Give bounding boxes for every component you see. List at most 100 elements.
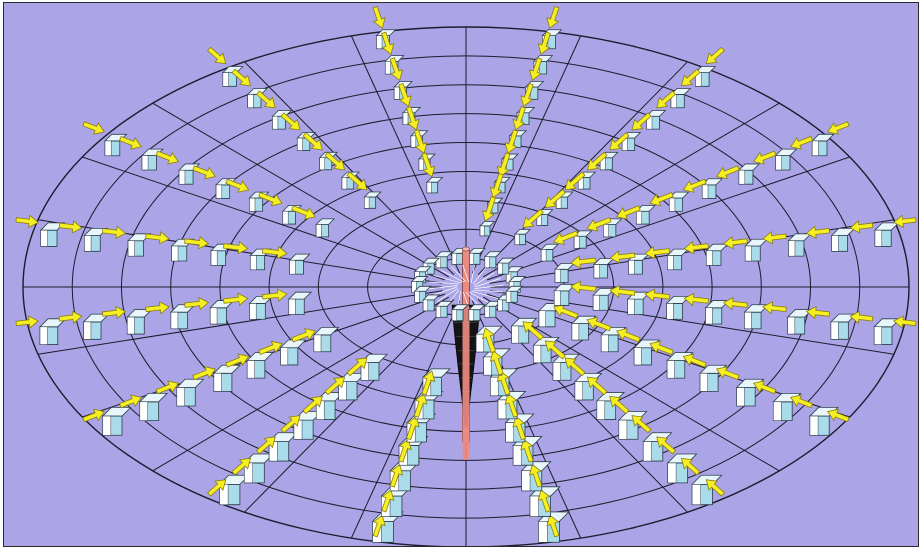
cube-light-face	[414, 291, 420, 303]
arrow-shape	[616, 205, 641, 220]
cube-light-face	[250, 255, 257, 271]
cube-top-face	[127, 233, 152, 242]
flow-arrow	[683, 240, 709, 255]
flow-arrow	[752, 380, 777, 395]
arrow-shape	[58, 220, 83, 234]
cube-light-face	[538, 521, 548, 543]
arrow-shape	[644, 288, 671, 302]
cube-light-face	[215, 184, 223, 199]
axis-cap	[462, 246, 470, 252]
particle-cube	[635, 205, 656, 225]
arrow-shape	[722, 235, 748, 250]
arrow-shape	[586, 151, 608, 171]
arrow-shape	[346, 357, 368, 377]
flow-arrow	[256, 90, 276, 109]
cube-top-face	[360, 353, 389, 363]
flow-arrow	[544, 189, 566, 209]
arrow-shape	[649, 191, 674, 207]
cube-top-face	[363, 191, 382, 198]
particle-cube	[701, 178, 723, 199]
cube-top-face	[279, 339, 307, 349]
cube-light-face	[702, 184, 709, 199]
cube-top-face	[694, 66, 717, 74]
arrow-shape	[790, 394, 814, 409]
arrow-shape	[258, 191, 283, 207]
flow-arrow	[118, 135, 142, 150]
arrow-shape	[225, 353, 250, 368]
arrow-shape	[207, 479, 227, 497]
cube-light-face	[830, 321, 839, 340]
grid-spoke	[244, 61, 455, 275]
arrow-shape	[528, 463, 543, 488]
arrow-shape	[752, 150, 777, 165]
flow-arrow	[15, 315, 39, 329]
flow-arrow	[649, 340, 674, 356]
particle-cube	[246, 352, 274, 379]
flow-arrow	[722, 235, 748, 250]
flow-arrow	[225, 353, 250, 368]
hub-swirl-line	[470, 265, 475, 283]
flow-arrow	[192, 366, 217, 381]
flow-arrow	[155, 150, 180, 165]
particle-cube	[170, 238, 195, 262]
cube-light-face	[435, 306, 442, 318]
flow-arrow	[207, 479, 227, 497]
arrow-shape	[705, 479, 725, 497]
cube-light-face	[289, 260, 296, 275]
flow-arrow	[656, 436, 676, 455]
arrow-shape	[223, 240, 249, 255]
cube-light-face	[410, 135, 417, 148]
cube-light-face	[497, 299, 503, 312]
particle-cube	[83, 227, 109, 252]
vortex-flow-diagram	[4, 3, 918, 546]
flow-arrow	[302, 395, 323, 415]
arrow-shape	[231, 457, 252, 476]
arrow-shape	[346, 171, 368, 191]
particle-cube	[830, 227, 856, 252]
particle-cube	[735, 378, 765, 407]
flow-arrow	[616, 328, 641, 343]
arrow-shape	[520, 82, 534, 108]
flow-arrow	[546, 5, 560, 29]
particle-cube	[246, 88, 268, 109]
arrow-shape	[586, 376, 608, 396]
flow-arrow	[705, 46, 725, 65]
arrow-shape	[827, 121, 850, 135]
particle-cube	[645, 110, 667, 130]
arrow-shape	[544, 340, 566, 360]
flow-arrow	[715, 366, 740, 381]
particle-cube	[212, 364, 241, 392]
arrow-shape	[762, 301, 787, 315]
arrow-shape	[145, 231, 170, 245]
cube-light-face	[773, 401, 782, 421]
cube-light-face	[736, 387, 745, 407]
cube-light-face	[745, 245, 752, 262]
arrow-shape	[849, 310, 874, 324]
flow-arrow	[192, 165, 217, 180]
cube-light-face	[40, 229, 48, 247]
arrow-shape	[656, 436, 676, 455]
flow-arrow	[715, 165, 740, 180]
flow-arrow	[631, 415, 652, 434]
arrow-shape	[413, 393, 428, 418]
flow-arrow	[258, 191, 283, 207]
arrow-shape	[609, 284, 636, 299]
particle-cube	[786, 309, 814, 335]
flow-arrow	[752, 150, 777, 165]
flow-arrow	[586, 217, 612, 232]
cube-light-face	[247, 94, 254, 108]
arrow-shape	[496, 370, 511, 396]
flow-arrow	[537, 31, 551, 55]
particle-cube	[873, 318, 901, 345]
hub-swirl-line	[433, 275, 461, 284]
back-particles	[15, 5, 917, 293]
arrow-shape	[118, 135, 142, 150]
rotation-axis-front	[462, 305, 470, 460]
particle-cube	[874, 222, 900, 247]
flow-arrow	[827, 408, 850, 423]
arrow-shape	[512, 415, 526, 441]
cube-light-face	[618, 419, 628, 440]
flow-arrow	[553, 230, 579, 246]
flow-arrow	[586, 316, 612, 332]
particle-cube	[467, 247, 486, 265]
